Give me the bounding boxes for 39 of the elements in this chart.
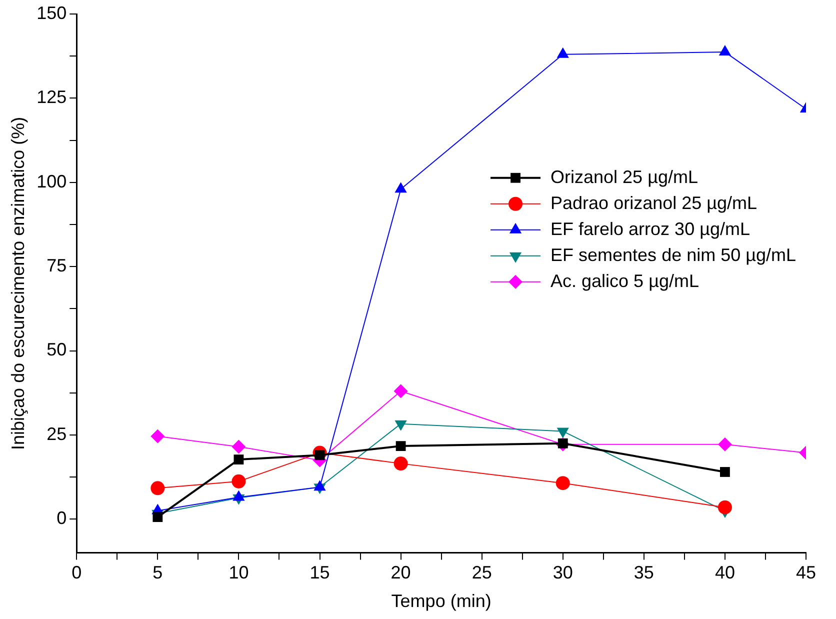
x-axis-title: Tempo (min): [391, 591, 492, 612]
x-tick-label: 30: [552, 562, 573, 583]
point: [152, 512, 163, 522]
x-tick-label: 40: [714, 562, 735, 583]
y-tick-label: 100: [36, 171, 67, 192]
legend-label: Orizanol 25 µg/mL: [550, 166, 698, 187]
y-tick-label: 150: [36, 2, 67, 23]
point: [718, 45, 732, 56]
point: [396, 441, 406, 451]
legend-label: Padrao orizanol 25 µg/mL: [550, 192, 758, 213]
y-axis-title: Inibiçao do escurecimento enzimatico (%): [8, 116, 28, 450]
y-tick-label: 0: [56, 508, 67, 528]
point: [718, 437, 732, 452]
point: [232, 474, 246, 488]
y-tick-label: 75: [46, 256, 67, 276]
x-tick-label: 15: [310, 562, 330, 583]
point: [556, 47, 569, 58]
legend-label: EF sementes de nim 50 µg/mL: [550, 244, 796, 265]
y-tick-label: 50: [46, 340, 67, 360]
point: [394, 384, 408, 398]
point: [150, 429, 165, 444]
x-tick-label: 25: [472, 562, 492, 583]
point: [232, 440, 246, 454]
y-tick-label: 25: [46, 424, 67, 444]
y-tick-label: 125: [36, 87, 67, 108]
point: [394, 182, 407, 193]
point: [556, 476, 570, 490]
x-tick-label: 5: [152, 562, 163, 583]
x-tick-label: 45: [796, 562, 816, 583]
legend-label: EF farelo arroz 30 µg/mL: [550, 218, 750, 239]
point: [234, 454, 244, 464]
x-tick-label: 0: [72, 562, 82, 583]
point: [394, 456, 408, 471]
x-tick-label: 10: [228, 562, 249, 583]
x-tick-label: 20: [390, 562, 411, 583]
x-tick-label: 35: [634, 562, 654, 583]
legend-label: Ac. galico 5 µg/mL: [550, 270, 699, 291]
point: [150, 481, 165, 496]
point: [720, 467, 730, 477]
